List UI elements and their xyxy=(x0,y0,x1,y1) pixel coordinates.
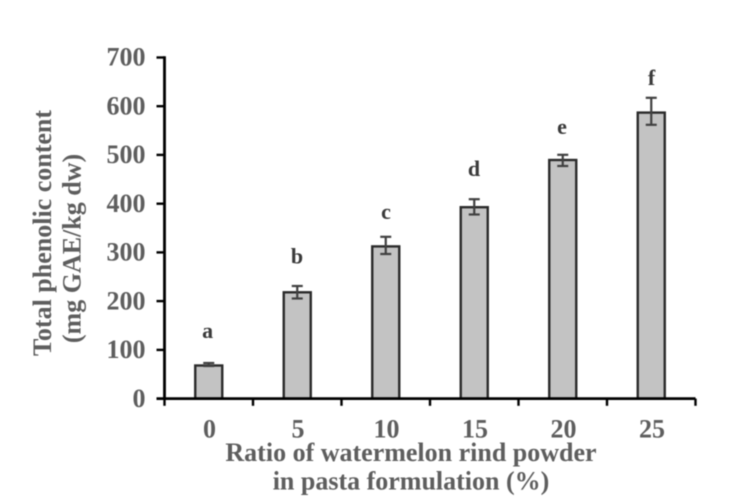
svg-text:a: a xyxy=(202,318,213,343)
svg-text:400: 400 xyxy=(107,189,146,218)
svg-text:Ratio of watermelon rind powde: Ratio of watermelon rind powder xyxy=(225,438,596,467)
svg-text:in pasta formulation (%): in pasta formulation (%) xyxy=(273,467,550,496)
svg-text:700: 700 xyxy=(107,43,146,72)
svg-text:0: 0 xyxy=(203,415,216,444)
svg-text:100: 100 xyxy=(107,335,146,364)
svg-text:200: 200 xyxy=(107,286,146,315)
svg-text:20: 20 xyxy=(551,415,577,444)
svg-text:25: 25 xyxy=(639,415,665,444)
svg-text:15: 15 xyxy=(462,415,488,444)
svg-text:e: e xyxy=(557,114,567,139)
svg-text:500: 500 xyxy=(107,140,146,169)
svg-text:b: b xyxy=(291,244,303,269)
svg-text:5: 5 xyxy=(292,415,305,444)
svg-text:Total phenolic content: Total phenolic content xyxy=(28,110,57,356)
svg-text:0: 0 xyxy=(133,384,146,413)
svg-text:600: 600 xyxy=(107,91,146,120)
svg-text:(mg GAE/kg dw): (mg GAE/kg dw) xyxy=(58,154,87,343)
svg-text:f: f xyxy=(648,65,656,90)
svg-text:d: d xyxy=(468,156,480,181)
svg-text:c: c xyxy=(381,199,391,224)
svg-text:10: 10 xyxy=(374,415,400,444)
svg-text:300: 300 xyxy=(107,238,146,267)
